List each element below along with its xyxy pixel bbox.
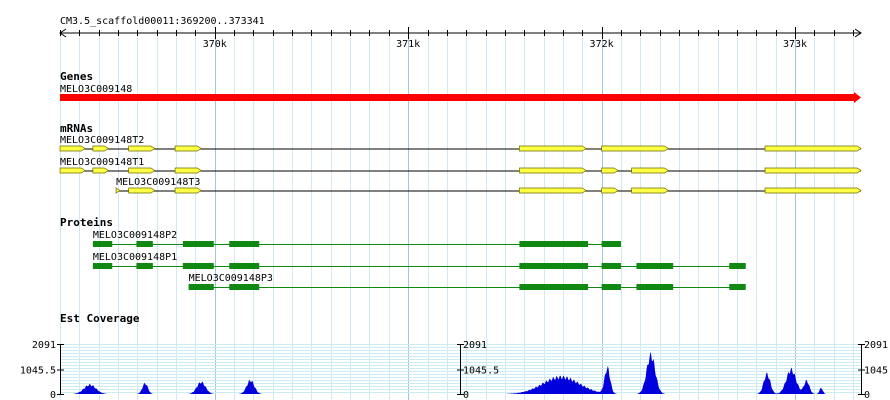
protein-label: MELO3C009148P3: [189, 273, 273, 284]
mrna-exon[interactable]: [631, 167, 670, 174]
coverage-scale-label: 2091: [32, 340, 56, 351]
mrna-label: MELO3C009148T3: [116, 177, 200, 188]
mrnas-track[interactable]: mRNAs MELO3C009148T2 MELO3C009148T1 MELO3C…: [59, 122, 862, 194]
coverage-scale-label: 0: [463, 390, 469, 400]
coverage-track-title: Est Coverage: [60, 312, 140, 325]
protein-exon[interactable]: [519, 241, 589, 247]
mrnas-track-title: mRNAs: [60, 122, 93, 135]
protein-exon[interactable]: [92, 241, 113, 247]
protein-exon[interactable]: [729, 263, 746, 269]
coverage-scales: 2091 1045.5 0 2091 1045.5 0 2091 1045.5 0: [20, 340, 890, 400]
mrna-exon[interactable]: [128, 187, 156, 194]
protein-exon[interactable]: [188, 284, 214, 290]
mrna-exon[interactable]: [128, 145, 156, 152]
proteins-track[interactable]: Proteins MELO3C009148P2 MELO3C009148P1 MEL…: [60, 216, 746, 290]
protein-exon[interactable]: [182, 241, 214, 247]
ruler-track[interactable]: CM3.5_scaffold00011:369200..373341 370k 3…: [59, 16, 862, 50]
protein-label: MELO3C009148P1: [93, 252, 177, 263]
mrna-exon[interactable]: [519, 145, 587, 152]
protein-exon[interactable]: [92, 263, 113, 269]
ruler-tick-label: 373k: [783, 39, 807, 50]
mrna-exon[interactable]: [764, 167, 862, 174]
gene-label: MELO3C009148: [60, 84, 132, 95]
mrna-exon[interactable]: [764, 145, 862, 152]
protein-exon[interactable]: [229, 241, 260, 247]
protein-row[interactable]: MELO3C009148P2: [92, 230, 621, 247]
coverage-scale: 2091 1045.5 0: [858, 340, 890, 400]
gene-strand-arrow-icon: [854, 92, 861, 103]
protein-exon[interactable]: [601, 241, 621, 247]
grid-lines: [60, 34, 854, 400]
protein-row[interactable]: MELO3C009148P1: [92, 252, 746, 269]
mrna-exon[interactable]: [631, 187, 670, 194]
genes-track[interactable]: Genes MELO3C009148: [60, 70, 861, 103]
protein-exon[interactable]: [519, 284, 589, 290]
ruler-ticks: 370k 371k 372k 373k: [60, 27, 854, 50]
mrna-exon[interactable]: [174, 187, 202, 194]
mrna-exon[interactable]: [601, 187, 619, 194]
coverage-scale: 2091 1045.5 0: [457, 340, 499, 400]
protein-exon[interactable]: [636, 284, 674, 290]
coverage-scale-label: 2091: [463, 340, 487, 351]
mrna-row[interactable]: MELO3C009148T3: [114, 177, 862, 194]
ruler-tick-label: 371k: [396, 39, 420, 50]
protein-row[interactable]: MELO3C009148P3: [188, 273, 746, 290]
ruler-label: CM3.5_scaffold00011:369200..373341: [60, 16, 265, 27]
mrna-exon[interactable]: [92, 167, 110, 174]
mrna-exon[interactable]: [92, 145, 110, 152]
mrna-exon[interactable]: [601, 145, 670, 152]
protein-exon[interactable]: [601, 263, 621, 269]
coverage-scale: 2091 1045.5 0: [20, 340, 64, 400]
est-coverage-track[interactable]: Est Coverage 2091 1045.5 0 2091 1045.5 0 2091 1…: [20, 312, 890, 400]
coverage-scale-label: 1045.5: [20, 366, 56, 377]
mrna-exon[interactable]: [174, 167, 202, 174]
mrna-exon[interactable]: [764, 187, 862, 194]
mrna-exon[interactable]: [114, 187, 121, 194]
genes-track-title: Genes: [60, 70, 93, 83]
protein-exon[interactable]: [182, 263, 214, 269]
mrna-exon[interactable]: [174, 145, 202, 152]
mrna-row[interactable]: MELO3C009148T2: [59, 135, 862, 152]
protein-label: MELO3C009148P2: [93, 230, 177, 241]
mrna-row[interactable]: MELO3C009148T1: [59, 157, 862, 174]
mrna-exon[interactable]: [519, 187, 587, 194]
proteins-track-title: Proteins: [60, 216, 113, 229]
mrna-exon[interactable]: [519, 167, 587, 174]
protein-exon[interactable]: [601, 284, 621, 290]
ruler-tick-label: 372k: [590, 39, 614, 50]
coverage-scale-label: 0: [864, 390, 870, 400]
coverage-scale-label: 1045.5: [463, 366, 499, 377]
coverage-scale-label: 0: [50, 390, 56, 400]
coverage-scale-label: 1045.5: [864, 366, 890, 377]
coverage-scale-label: 2091: [864, 340, 888, 351]
mrna-label: MELO3C009148T2: [60, 135, 144, 146]
mrna-exon[interactable]: [601, 167, 619, 174]
protein-exon[interactable]: [519, 263, 589, 269]
ruler-right-arrow-icon: [854, 28, 862, 38]
mrna-exon[interactable]: [59, 167, 86, 174]
mrna-exon[interactable]: [128, 167, 156, 174]
mrna-label: MELO3C009148T1: [60, 157, 144, 168]
protein-exon[interactable]: [136, 241, 153, 247]
protein-exon[interactable]: [636, 263, 674, 269]
protein-exon[interactable]: [729, 284, 746, 290]
mrna-exon[interactable]: [59, 145, 86, 152]
gene-feature[interactable]: [60, 94, 855, 101]
protein-exon[interactable]: [229, 284, 260, 290]
protein-exon[interactable]: [229, 263, 260, 269]
ruler-tick-label: 370k: [203, 39, 227, 50]
protein-exon[interactable]: [136, 263, 153, 269]
